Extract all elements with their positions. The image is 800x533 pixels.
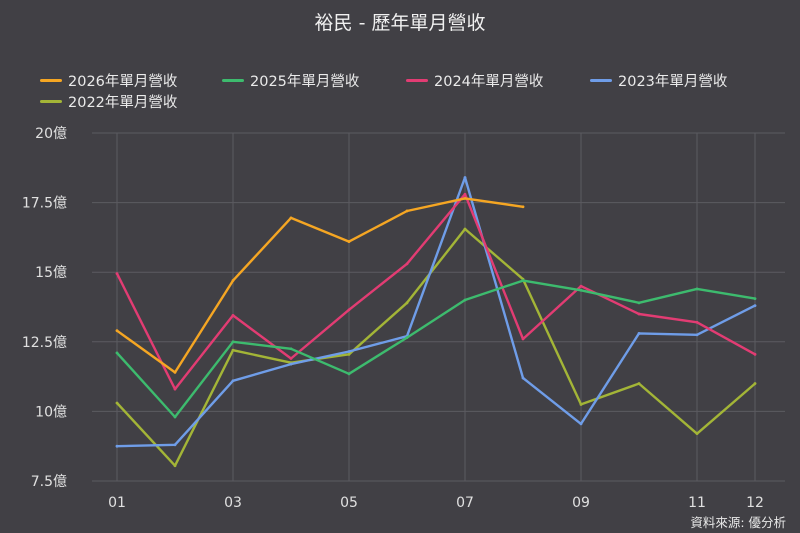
data-point [231,348,235,352]
legend-item[interactable]: 2023年單月營收 [590,70,727,91]
data-point [347,352,351,356]
y-tick-label: 7.5億 [31,474,67,490]
legend-item[interactable]: 2024年單月營收 [406,70,543,91]
data-point [463,176,467,179]
chart-title: 裕民 - 歷年單月營收 [314,12,486,34]
data-point [231,340,235,344]
x-tick-label: 05 [340,495,358,511]
legend-swatch [40,100,62,103]
data-point [579,284,583,288]
data-point [231,313,235,317]
series-line-2025年單月營收 [115,279,757,419]
data-point [347,240,351,243]
legend-swatch [590,79,612,82]
data-point [115,444,119,448]
data-point [231,279,235,282]
data-point [695,320,699,324]
data-point [173,415,177,419]
data-point [579,288,583,292]
data-point [753,297,757,301]
data-point [753,352,757,356]
legend-label: 2026年單月營收 [68,74,178,90]
data-point [289,347,293,351]
data-point [405,209,409,213]
grid-layer [92,132,785,482]
data-point [405,301,409,305]
legend-label: 2023年單月營收 [618,74,728,90]
data-point [463,197,467,200]
data-point [231,379,235,383]
legend-label: 2025年單月營收 [250,74,360,90]
data-point [637,382,641,385]
x-tick-label: 09 [572,495,590,511]
x-tick-label: 11 [688,495,706,511]
y-tick-label: 17.5億 [22,196,67,212]
legend: 2026年單月營收 2025年單月營收 2024年單月營收 2023年單月營收 2022… [0,0,800,120]
data-point [289,362,293,366]
data-point [521,205,525,209]
data-point [115,351,119,355]
legend-swatch [222,79,244,82]
y-tick-label: 10億 [35,404,67,420]
data-point [347,372,351,376]
axis-layer: 7.5億 10億 12.5億 15億 17.5億 20億 01 03 05 07 09 11 12 [22,126,764,511]
data-point [695,333,699,337]
legend-label: 2024年單月營收 [434,74,544,90]
data-point [405,336,409,340]
data-point [521,279,525,282]
data-point [463,192,467,196]
series-layer [115,176,757,468]
data-point [173,443,177,447]
y-tick-label: 20億 [35,126,67,142]
data-point [463,298,467,302]
data-point [579,422,583,426]
data-point [637,312,641,316]
legend-item[interactable]: 2026年單月營收 [40,70,177,91]
y-tick-label: 12.5億 [22,335,67,351]
series-line-2024年單月營收 [115,192,757,391]
data-point [405,262,409,266]
data-point [173,371,177,374]
data-point [695,287,699,291]
series-line-2023年單月營收 [115,176,757,448]
data-point [289,357,293,360]
x-tick-label: 07 [456,495,474,511]
data-point [463,227,467,231]
data-point [753,304,757,308]
data-point [115,329,119,333]
data-point [173,464,177,468]
legend-swatch [406,79,428,82]
y-tick-label: 15億 [35,265,67,281]
data-point [289,216,293,220]
x-tick-label: 12 [746,495,764,511]
legend-swatch [40,79,62,82]
data-point [115,401,119,405]
series-line-2026年單月營收 [115,197,525,374]
data-point [637,301,641,305]
data-point [521,376,525,380]
data-point [521,337,525,341]
x-tick-label: 03 [224,495,242,511]
data-point [695,432,699,436]
source-note: 資料來源: 優分析 [690,515,786,530]
data-point [347,350,351,353]
data-point [753,382,757,385]
series-line-2022年單月營收 [115,227,757,467]
legend-item[interactable]: 2025年單月營收 [222,70,359,91]
data-point [637,332,641,335]
legend-item[interactable]: 2022年單月營收 [40,91,177,112]
data-point [115,272,119,275]
data-point [579,403,583,406]
legend-label: 2022年單月營收 [68,95,178,111]
data-point [347,308,351,312]
data-point [173,387,177,391]
x-tick-label: 01 [108,495,126,511]
